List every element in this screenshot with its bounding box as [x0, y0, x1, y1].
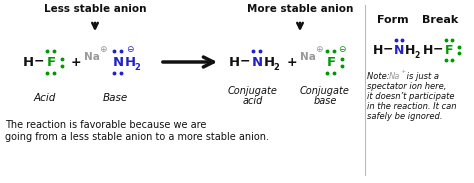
Text: acid: acid — [243, 96, 263, 106]
Text: F: F — [46, 55, 55, 68]
Text: safely be ignored.: safely be ignored. — [367, 112, 443, 121]
Text: Note:: Note: — [367, 72, 392, 81]
Text: ⊖: ⊖ — [126, 46, 134, 55]
Text: Conjugate: Conjugate — [228, 86, 278, 96]
Text: Break: Break — [422, 15, 458, 25]
Text: +: + — [71, 55, 82, 68]
Text: N: N — [112, 55, 124, 68]
Text: H: H — [405, 44, 415, 57]
Text: −: − — [240, 55, 250, 68]
Text: base: base — [313, 96, 337, 106]
Text: N: N — [394, 44, 404, 57]
Text: F: F — [445, 44, 453, 57]
Text: ⊖: ⊖ — [338, 46, 346, 55]
Text: +: + — [400, 69, 405, 74]
Text: −: − — [34, 55, 44, 68]
Text: H: H — [264, 55, 274, 68]
Text: Acid: Acid — [34, 93, 56, 103]
Text: ⊕: ⊕ — [99, 46, 107, 55]
Text: is just a: is just a — [404, 72, 439, 81]
Text: H: H — [228, 55, 239, 68]
Text: Less stable anion: Less stable anion — [44, 4, 146, 14]
Text: −: − — [383, 42, 393, 55]
Text: 2: 2 — [414, 51, 419, 61]
Text: Form: Form — [377, 15, 409, 25]
Text: H: H — [125, 55, 136, 68]
Text: spectator ion here,: spectator ion here, — [367, 82, 447, 91]
Text: 2: 2 — [134, 64, 140, 72]
Text: 2: 2 — [273, 64, 279, 72]
Text: +: + — [287, 55, 297, 68]
Text: it doesn’t participate: it doesn’t participate — [367, 92, 455, 101]
Text: Conjugate: Conjugate — [300, 86, 350, 96]
Text: Na: Na — [389, 72, 401, 81]
Text: in the reaction. It can: in the reaction. It can — [367, 102, 456, 111]
Text: H: H — [373, 44, 383, 57]
Text: Na: Na — [84, 52, 100, 62]
Text: F: F — [327, 55, 336, 68]
Text: Base: Base — [102, 93, 128, 103]
Text: More stable anion: More stable anion — [247, 4, 353, 14]
Text: Na: Na — [300, 52, 316, 62]
Text: N: N — [251, 55, 263, 68]
Text: −: − — [433, 42, 443, 55]
Text: H: H — [423, 44, 433, 57]
Text: ⊕: ⊕ — [315, 46, 323, 55]
Text: The reaction is favorable because we are
going from a less stable anion to a mor: The reaction is favorable because we are… — [5, 120, 269, 142]
Text: H: H — [22, 55, 34, 68]
